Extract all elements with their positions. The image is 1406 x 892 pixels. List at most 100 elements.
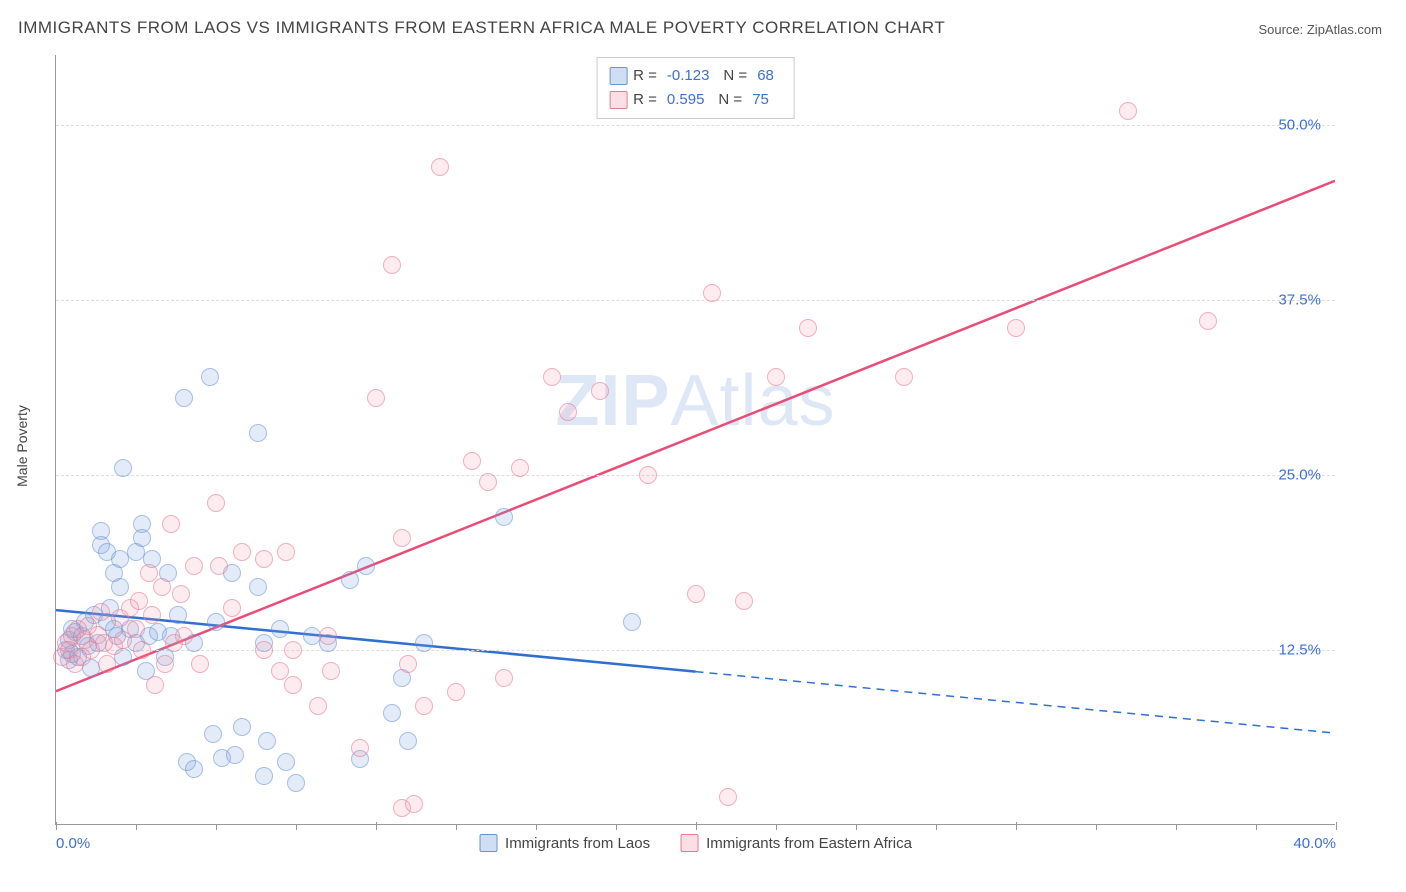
y-tick-label: 12.5% bbox=[1278, 642, 1321, 659]
source-attribution: Source: ZipAtlas.com bbox=[1258, 22, 1382, 37]
data-point-eafrica bbox=[156, 655, 174, 673]
data-point-eafrica bbox=[719, 788, 737, 806]
data-point-laos bbox=[271, 620, 289, 638]
x-tick bbox=[376, 822, 377, 830]
source-prefix: Source: bbox=[1258, 22, 1306, 37]
data-point-laos bbox=[258, 732, 276, 750]
data-point-eafrica bbox=[1119, 102, 1137, 120]
data-point-eafrica bbox=[479, 473, 497, 491]
data-point-eafrica bbox=[799, 319, 817, 337]
legend-item-eafrica: Immigrants from Eastern Africa bbox=[680, 834, 912, 852]
data-point-laos bbox=[287, 774, 305, 792]
x-minor-tick bbox=[136, 824, 137, 830]
chart-title: IMMIGRANTS FROM LAOS VS IMMIGRANTS FROM … bbox=[18, 18, 945, 38]
data-point-eafrica bbox=[351, 739, 369, 757]
legend-item-laos: Immigrants from Laos bbox=[479, 834, 650, 852]
data-point-laos bbox=[623, 613, 641, 631]
data-point-laos bbox=[133, 529, 151, 547]
data-point-eafrica bbox=[393, 529, 411, 547]
x-minor-tick bbox=[776, 824, 777, 830]
data-point-eafrica bbox=[185, 557, 203, 575]
x-tick-label: 0.0% bbox=[56, 835, 90, 852]
data-point-eafrica bbox=[703, 284, 721, 302]
data-point-laos bbox=[201, 368, 219, 386]
legend-row-eafrica: R = 0.595 N = 75 bbox=[609, 88, 782, 112]
data-point-laos bbox=[249, 578, 267, 596]
data-point-eafrica bbox=[687, 585, 705, 603]
legend-row-laos: R = -0.123 N = 68 bbox=[609, 64, 782, 88]
data-point-eafrica bbox=[431, 158, 449, 176]
data-point-eafrica bbox=[233, 543, 251, 561]
data-point-eafrica bbox=[495, 669, 513, 687]
x-tick-label: 40.0% bbox=[1293, 835, 1336, 852]
x-minor-tick bbox=[856, 824, 857, 830]
data-point-eafrica bbox=[133, 641, 151, 659]
data-point-eafrica bbox=[223, 599, 241, 617]
data-point-eafrica bbox=[172, 585, 190, 603]
legend-label-eafrica: Immigrants from Eastern Africa bbox=[706, 835, 912, 852]
data-point-eafrica bbox=[210, 557, 228, 575]
data-point-eafrica bbox=[284, 641, 302, 659]
data-point-laos bbox=[341, 571, 359, 589]
x-tick bbox=[56, 822, 57, 830]
data-point-laos bbox=[383, 704, 401, 722]
watermark-atlas: Atlas bbox=[670, 361, 835, 441]
data-point-eafrica bbox=[92, 603, 110, 621]
data-point-eafrica bbox=[447, 683, 465, 701]
n-label: N = bbox=[718, 88, 742, 112]
data-point-laos bbox=[207, 613, 225, 631]
data-point-eafrica bbox=[207, 494, 225, 512]
data-point-laos bbox=[169, 606, 187, 624]
legend-label-laos: Immigrants from Laos bbox=[505, 835, 650, 852]
chart-container: IMMIGRANTS FROM LAOS VS IMMIGRANTS FROM … bbox=[0, 0, 1406, 892]
data-point-eafrica bbox=[415, 697, 433, 715]
x-minor-tick bbox=[216, 824, 217, 830]
x-minor-tick bbox=[456, 824, 457, 830]
data-point-eafrica bbox=[405, 795, 423, 813]
data-point-eafrica bbox=[543, 368, 561, 386]
x-tick bbox=[1336, 822, 1337, 830]
data-point-laos bbox=[415, 634, 433, 652]
data-point-eafrica bbox=[146, 676, 164, 694]
x-minor-tick bbox=[1256, 824, 1257, 830]
data-point-eafrica bbox=[175, 627, 193, 645]
data-point-eafrica bbox=[511, 459, 529, 477]
series-legend: Immigrants from Laos Immigrants from Eas… bbox=[479, 834, 912, 852]
data-point-laos bbox=[233, 718, 251, 736]
data-point-eafrica bbox=[143, 606, 161, 624]
data-point-laos bbox=[399, 732, 417, 750]
source-name: ZipAtlas.com bbox=[1307, 22, 1382, 37]
data-point-laos bbox=[249, 424, 267, 442]
data-point-laos bbox=[255, 767, 273, 785]
x-tick bbox=[1016, 822, 1017, 830]
data-point-laos bbox=[226, 746, 244, 764]
n-value-eafrica: 75 bbox=[752, 88, 769, 112]
data-point-eafrica bbox=[322, 662, 340, 680]
data-point-laos bbox=[185, 760, 203, 778]
x-minor-tick bbox=[1176, 824, 1177, 830]
data-point-laos bbox=[111, 578, 129, 596]
y-tick-label: 50.0% bbox=[1278, 117, 1321, 134]
data-point-eafrica bbox=[127, 620, 145, 638]
data-point-eafrica bbox=[463, 452, 481, 470]
r-label: R = bbox=[633, 88, 657, 112]
data-point-eafrica bbox=[1199, 312, 1217, 330]
data-point-eafrica bbox=[153, 578, 171, 596]
r-value-eafrica: 0.595 bbox=[667, 88, 705, 112]
data-point-eafrica bbox=[1007, 319, 1025, 337]
data-point-eafrica bbox=[895, 368, 913, 386]
data-point-eafrica bbox=[284, 676, 302, 694]
data-point-eafrica bbox=[367, 389, 385, 407]
watermark-zip: ZIP bbox=[555, 361, 670, 441]
data-point-eafrica bbox=[309, 697, 327, 715]
trend-lines-layer bbox=[56, 55, 1335, 824]
trendline-dashed-laos bbox=[696, 672, 1336, 734]
data-point-laos bbox=[357, 557, 375, 575]
gridline bbox=[56, 475, 1335, 476]
correlation-legend: R = -0.123 N = 68 R = 0.595 N = 75 bbox=[596, 57, 795, 119]
swatch-eafrica-icon bbox=[680, 834, 698, 852]
data-point-eafrica bbox=[255, 550, 273, 568]
x-minor-tick bbox=[296, 824, 297, 830]
x-minor-tick bbox=[936, 824, 937, 830]
y-tick-label: 25.0% bbox=[1278, 467, 1321, 484]
